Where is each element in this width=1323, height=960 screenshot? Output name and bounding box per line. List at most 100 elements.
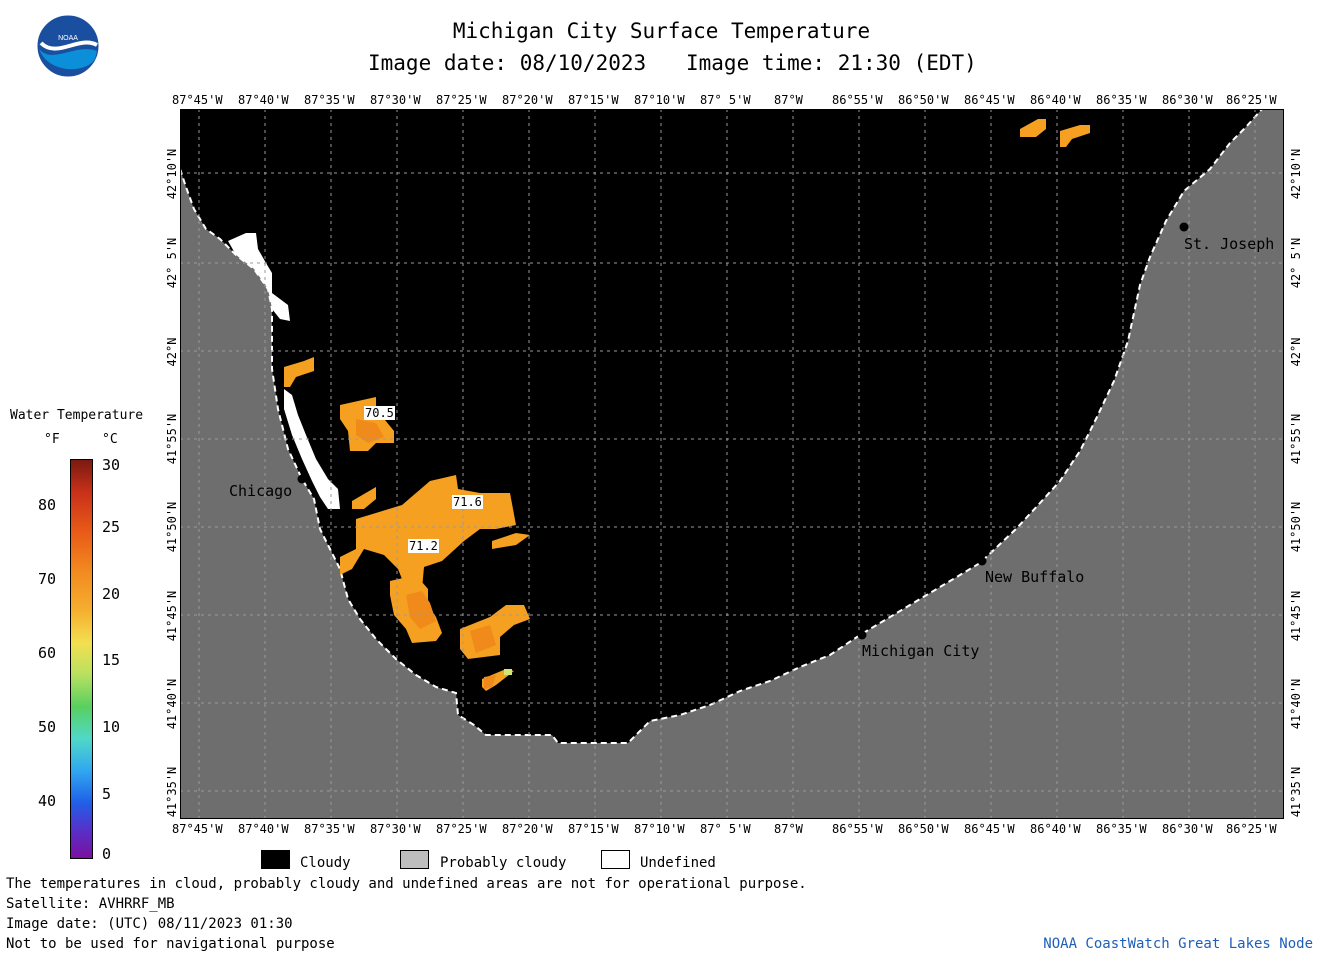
- lon-tick: 87° 5'W: [700, 93, 751, 107]
- lon-tick: 87°30'W: [370, 822, 421, 836]
- noaa-logo: NOAA: [35, 13, 101, 79]
- lon-tick: 87°25'W: [436, 822, 487, 836]
- note-image-date-utc: Image date: (UTC) 08/11/2023 01:30: [6, 916, 293, 932]
- legend-cloudy: Cloudy: [300, 855, 351, 871]
- lat-tick: 42°10'N: [165, 148, 179, 200]
- lon-tick: 86°45'W: [964, 93, 1015, 107]
- c-tick: 10: [102, 718, 121, 736]
- page-title: Michigan City Surface Temperature: [452, 19, 871, 43]
- c-tick: 25: [102, 518, 121, 536]
- undefined-area: [228, 233, 290, 321]
- cloudy-swatch: [261, 850, 290, 869]
- land-area: [180, 109, 1284, 819]
- lat-tick: 41°45'N: [1289, 590, 1303, 642]
- lon-tick: 86°50'W: [898, 822, 949, 836]
- note-operational: The temperatures in cloud, probably clou…: [6, 876, 807, 892]
- lon-tick: 86°30'W: [1162, 822, 1213, 836]
- grid-lines: [180, 109, 1284, 819]
- lon-tick: 87°35'W: [304, 93, 355, 107]
- lon-tick: 86°40'W: [1030, 93, 1081, 107]
- cool-water-pixel: [504, 669, 512, 675]
- note-satellite: Satellite: AVHRRF_MB: [6, 896, 175, 912]
- logo-text: NOAA: [58, 35, 78, 42]
- lon-tick: 87°35'W: [304, 822, 355, 836]
- c-tick: 30: [102, 456, 121, 474]
- lon-tick: 86°55'W: [832, 93, 883, 107]
- new-buffalo-dot: [977, 556, 987, 566]
- lat-tick: 41°40'N: [1289, 678, 1303, 730]
- lon-tick: 87°20'W: [502, 93, 553, 107]
- lon-tick: 86°45'W: [964, 822, 1015, 836]
- lon-tick: 86°40'W: [1030, 822, 1081, 836]
- image-date: Image date: 08/10/2023: [368, 51, 647, 75]
- lat-tick: 42°N: [1289, 337, 1303, 367]
- lat-tick: 42°N: [165, 337, 179, 367]
- c-tick: 0: [102, 845, 112, 863]
- lon-tick: 86°25'W: [1226, 822, 1277, 836]
- lat-tick: 41°55'N: [1289, 413, 1303, 465]
- f-tick: 60: [38, 644, 57, 662]
- probably-cloudy-swatch: [400, 850, 429, 869]
- coastline: [179, 108, 1263, 744]
- c-tick: 20: [102, 585, 121, 603]
- lon-tick: 86°50'W: [898, 93, 949, 107]
- f-tick: 80: [38, 496, 57, 514]
- lon-tick: 87° 5'W: [700, 822, 751, 836]
- colorbar-unit-c: °C: [102, 432, 118, 447]
- lat-tick: 41°55'N: [165, 413, 179, 465]
- undefined-area-2: [284, 389, 340, 509]
- lon-tick: 87°40'W: [238, 822, 289, 836]
- colorbar-unit-f: °F: [44, 432, 60, 447]
- label-michigan-city: Michigan City: [862, 642, 980, 660]
- lon-tick: 87°W: [774, 93, 803, 107]
- lon-tick: 86°55'W: [832, 822, 883, 836]
- lon-tick: 87°45'W: [172, 93, 223, 107]
- lon-tick: 87°45'W: [172, 822, 223, 836]
- map-border: [180, 109, 1284, 819]
- lon-tick: 87°15'W: [568, 93, 619, 107]
- lat-tick: 41°35'N: [165, 766, 179, 818]
- c-tick: 5: [102, 785, 112, 803]
- lon-tick: 87°40'W: [238, 93, 289, 107]
- lon-tick: 86°30'W: [1162, 93, 1213, 107]
- label-new-buffalo: New Buffalo: [985, 568, 1085, 586]
- lat-tick: 42°10'N: [1289, 148, 1303, 200]
- legend-undefined: Undefined: [640, 855, 716, 871]
- label-chicago: Chicago: [229, 482, 293, 500]
- lon-tick: 87°30'W: [370, 93, 421, 107]
- st-joseph-dot: [1179, 222, 1189, 232]
- lon-tick: 87°20'W: [502, 822, 553, 836]
- note-navigation: Not to be used for navigational purpose: [6, 936, 335, 952]
- lon-tick: 87°10'W: [634, 93, 685, 107]
- colorbar-gradient: [70, 459, 93, 859]
- temp-label-3: 71.2: [408, 539, 439, 553]
- lon-tick: 87°25'W: [436, 93, 487, 107]
- lon-tick: 86°25'W: [1226, 93, 1277, 107]
- footer-credit: NOAA CoastWatch Great Lakes Node: [1043, 936, 1313, 952]
- lon-tick: 86°35'W: [1096, 93, 1147, 107]
- lon-tick: 87°15'W: [568, 822, 619, 836]
- f-tick: 50: [38, 718, 57, 736]
- lat-tick: 42° 5'N: [1289, 237, 1303, 289]
- lat-tick: 42° 5'N: [165, 237, 179, 289]
- lat-tick: 41°40'N: [165, 678, 179, 730]
- colorbar-title: Water Temperature: [10, 408, 144, 423]
- lon-tick: 87°W: [774, 822, 803, 836]
- undefined-swatch: [601, 850, 630, 869]
- lat-tick: 41°35'N: [1289, 766, 1303, 818]
- chicago-dot: [297, 474, 307, 484]
- lon-tick: 87°10'W: [634, 822, 685, 836]
- f-tick: 40: [38, 792, 57, 810]
- michigan-city-dot: [857, 630, 867, 640]
- temp-label-2: 71.6: [452, 495, 483, 509]
- warmer-water-patches: [356, 419, 496, 689]
- lon-tick: 86°35'W: [1096, 822, 1147, 836]
- label-st-joseph: St. Joseph: [1184, 235, 1275, 253]
- lat-tick: 41°50'N: [1289, 501, 1303, 553]
- c-tick: 15: [102, 651, 121, 669]
- temp-label-1: 70.5: [364, 406, 395, 420]
- map-frame: 70.5 71.6 71.2 Chicago St. Joseph New Bu…: [179, 108, 1284, 819]
- lat-tick: 41°50'N: [165, 501, 179, 553]
- image-time: Image time: 21:30 (EDT): [686, 51, 977, 75]
- f-tick: 70: [38, 570, 57, 588]
